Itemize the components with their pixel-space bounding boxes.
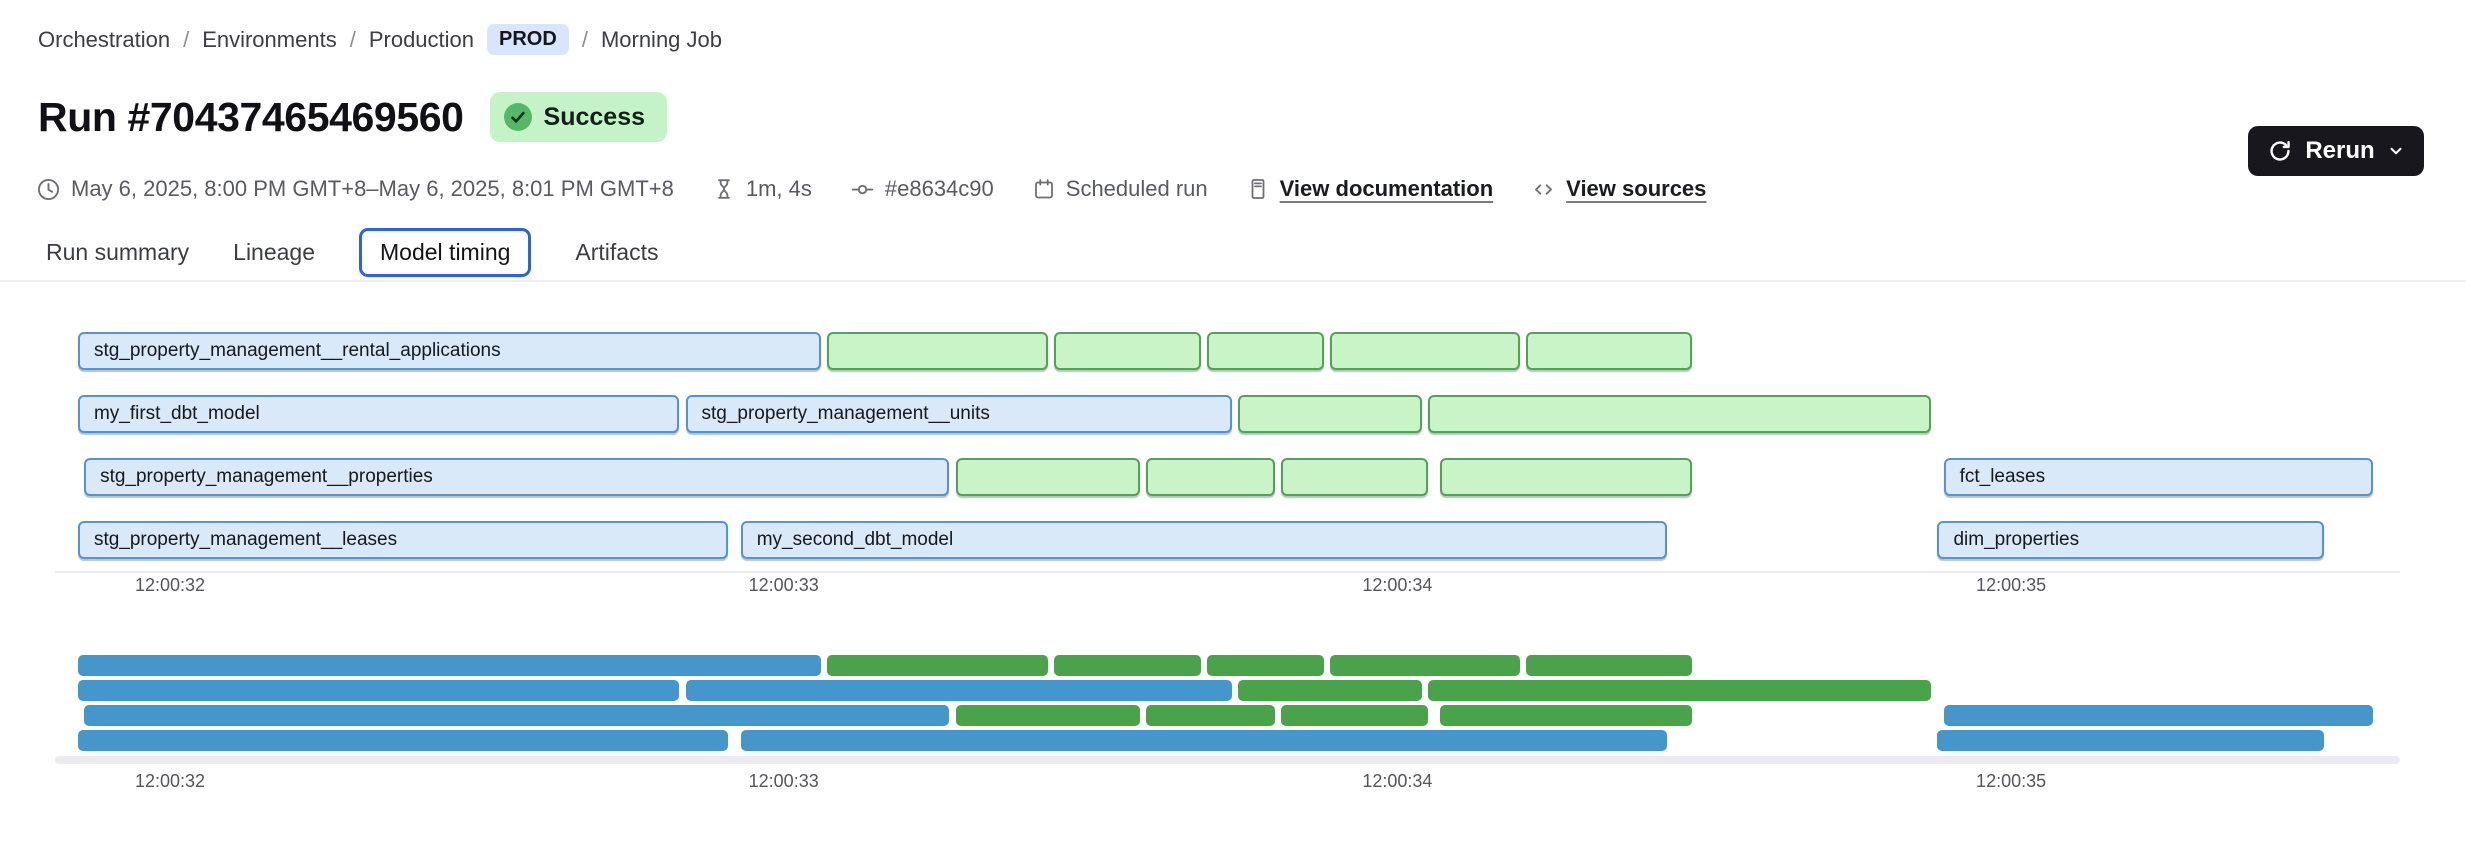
minimap-bar[interactable] [1237,680,1422,701]
clock-icon [37,178,60,200]
breadcrumb-production[interactable]: Production [368,26,475,52]
view-sources-link-item: View sources [1531,176,1706,202]
time-range-text: May 6, 2025, 8:00 PM GMT+8–May 6, 2025, … [71,176,674,201]
gantt-bar[interactable] [826,332,1048,370]
gantt-bar[interactable] [1207,332,1324,370]
minimap-bar[interactable] [77,655,821,676]
minimap-bar[interactable] [1526,655,1692,676]
run-tabs: Run summary Lineage Model timing Artifac… [46,228,658,277]
tab-lineage[interactable]: Lineage [233,239,316,265]
run-duration: 1m, 4s [712,176,812,202]
gantt-bar[interactable]: stg_property_management__properties [84,458,950,496]
gantt-bar[interactable]: dim_properties [1937,521,2325,559]
commit-text: #e8634c90 [884,176,994,201]
breadcrumb-separator: / [581,26,588,52]
gantt-bar[interactable] [1053,332,1201,370]
breadcrumb-orchestration[interactable]: Orchestration [38,26,171,52]
axis-tick-label: 12:00:34 [1362,771,1433,791]
tab-artifacts[interactable]: Artifacts [575,239,659,265]
title-row: Run #70437465469560 Success [38,92,667,142]
gantt-bar[interactable] [1428,395,1932,433]
duration-text: 1m, 4s [745,176,812,201]
minimap-bar[interactable] [1280,705,1429,726]
gantt-bar[interactable]: stg_property_management__leases [77,521,729,559]
run-metadata-row: May 6, 2025, 8:00 PM GMT+8–May 6, 2025, … [36,176,1706,202]
status-badge: Success [489,92,667,142]
view-documentation-link[interactable]: View documentation [1279,176,1494,201]
rerun-refresh-icon [2270,140,2291,161]
minimap-bar[interactable] [1053,655,1201,676]
minimap-bar[interactable] [77,680,680,701]
status-label: Success [543,102,645,131]
run-trigger: Scheduled run [1032,176,1208,202]
gantt-bar[interactable]: fct_leases [1943,458,2374,496]
commit-hash: #e8634c90 [850,176,994,202]
minimap-bar[interactable] [826,655,1048,676]
minimap-bar[interactable] [84,705,950,726]
breadcrumb-separator: / [349,26,356,52]
minimap-bar[interactable] [685,680,1232,701]
axis-tick-label: 12:00:32 [134,771,206,791]
gantt-bar[interactable]: stg_property_management__rental_applicat… [77,332,821,370]
rerun-label: Rerun [2305,137,2375,164]
page-title: Run #70437465469560 [38,93,464,140]
minimap-bar[interactable] [740,730,1668,751]
tabs-divider [0,280,2466,282]
axis-tick-label: 12:00:32 [134,575,206,595]
git-commit-icon [851,184,874,194]
minimap-bar[interactable] [77,730,729,751]
minimap-bar[interactable] [1428,680,1932,701]
success-check-icon [503,103,532,131]
trigger-text: Scheduled run [1065,176,1208,201]
calendar-icon [1034,179,1053,199]
breadcrumb-separator: / [183,26,190,52]
document-icon [1251,179,1265,199]
gantt-bar[interactable]: my_second_dbt_model [740,521,1668,559]
axis-tick-label: 12:00:33 [748,575,819,595]
gantt-bar[interactable] [1526,332,1692,370]
view-sources-link[interactable]: View sources [1566,176,1707,201]
gantt-bar[interactable] [1145,458,1275,496]
minimap-bar[interactable] [1329,655,1521,676]
minimap-bar[interactable] [1207,655,1324,676]
minimap-bar[interactable] [1440,705,1692,726]
axis-tick-label: 12:00:35 [1976,771,2047,791]
minimap-bar[interactable] [955,705,1140,726]
hourglass-icon [717,179,730,199]
prod-environment-badge: PROD [487,24,569,55]
rerun-button[interactable]: Rerun [2248,126,2424,176]
minimap-bar[interactable] [1145,705,1275,726]
gantt-axis-line [55,571,2400,573]
breadcrumb: Orchestration / Environments / Productio… [38,24,722,55]
gantt-bar[interactable] [1280,458,1429,496]
minimap-scroll-track[interactable] [55,756,2400,764]
view-documentation-link-item: View documentation [1246,176,1494,202]
chevron-down-icon [2390,147,2402,155]
code-icon [1535,183,1553,195]
tab-run-summary[interactable]: Run summary [46,239,190,265]
axis-tick-label: 12:00:33 [748,771,819,791]
minimap-bar[interactable] [1937,730,2325,751]
gantt-bar[interactable] [1329,332,1521,370]
tab-model-timing[interactable]: Model timing [359,228,532,277]
axis-tick-label: 12:00:34 [1362,575,1433,595]
minimap-bar[interactable] [1943,705,2374,726]
axis-tick-label: 12:00:35 [1976,575,2047,595]
gantt-bar[interactable] [1237,395,1422,433]
gantt-bar[interactable]: my_first_dbt_model [77,395,680,433]
breadcrumb-morning-job[interactable]: Morning Job [600,26,723,52]
gantt-bar[interactable]: stg_property_management__units [685,395,1232,433]
breadcrumb-environments[interactable]: Environments [202,26,337,52]
gantt-bar[interactable] [955,458,1140,496]
run-time-range: May 6, 2025, 8:00 PM GMT+8–May 6, 2025, … [36,176,674,202]
gantt-bar[interactable] [1440,458,1692,496]
